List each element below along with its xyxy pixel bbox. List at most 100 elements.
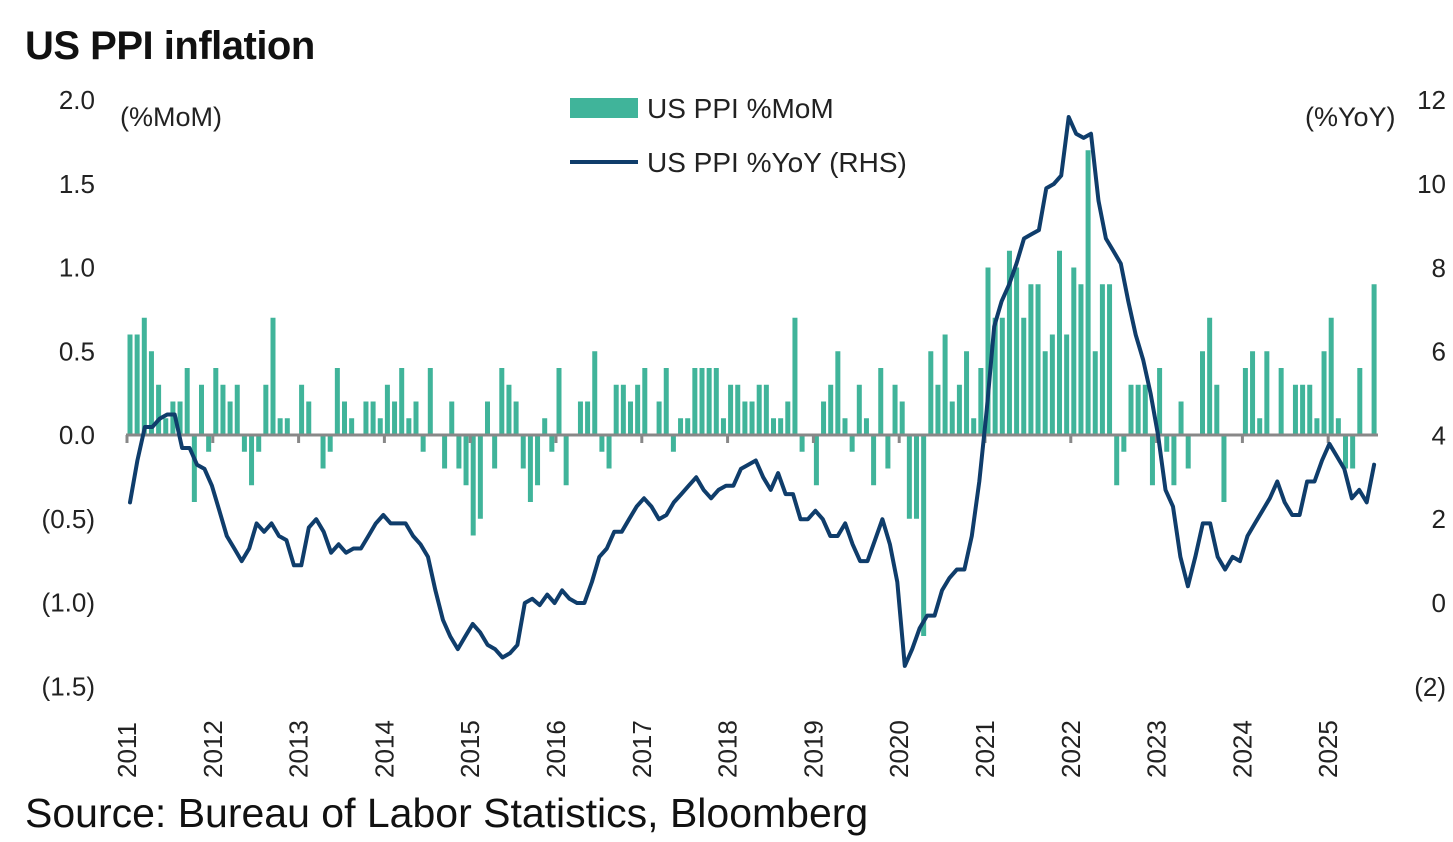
bar-mom	[249, 435, 255, 486]
bar-mom	[606, 435, 612, 469]
bar-mom	[1242, 368, 1248, 435]
bar-mom	[1214, 384, 1220, 435]
bar-mom	[670, 435, 676, 452]
right-tick-label: 4	[1432, 420, 1446, 450]
bar-mom	[906, 435, 912, 519]
x-tick-label: 2017	[627, 720, 657, 778]
bar-mom	[1171, 435, 1177, 486]
bar-mom	[456, 435, 462, 469]
bar-mom	[713, 368, 719, 435]
bar-mom	[384, 384, 390, 435]
bar-mom	[628, 401, 633, 435]
bar-mom	[477, 435, 483, 519]
bar-mom	[756, 384, 762, 435]
bar-mom	[527, 435, 533, 502]
bar-mom	[828, 384, 834, 435]
bar-mom	[799, 435, 805, 452]
bar-mom	[413, 401, 419, 435]
bar-mom	[535, 435, 541, 486]
bar-mom	[778, 418, 784, 435]
right-tick-label: 2	[1432, 504, 1446, 534]
bar-mom	[277, 418, 283, 435]
bar-mom	[914, 435, 919, 519]
bar-mom	[392, 401, 398, 435]
bar-mom	[949, 401, 955, 435]
bar-mom	[1149, 435, 1155, 486]
right-tick-label: 6	[1432, 337, 1446, 367]
bar-mom	[1350, 435, 1356, 469]
bar-mom	[999, 317, 1005, 435]
bar-mom	[506, 384, 512, 435]
x-tick-label: 2021	[970, 720, 1000, 778]
bar-mom	[792, 317, 798, 435]
bar-mom	[706, 368, 712, 435]
bar-mom	[1078, 284, 1084, 435]
bar-mom	[206, 435, 212, 452]
bar-mom	[420, 435, 426, 452]
bar-mom	[1307, 384, 1313, 435]
bar-mom	[1107, 284, 1113, 435]
bar-mom	[556, 368, 562, 435]
bar-mom	[921, 435, 927, 636]
bar-series	[127, 150, 1377, 636]
bar-mom	[370, 401, 376, 435]
bar-mom	[363, 401, 369, 435]
bar-mom	[985, 267, 991, 435]
bar-mom	[971, 418, 977, 435]
x-tick-label: 2016	[541, 720, 571, 778]
bar-mom	[842, 418, 848, 435]
bar-mom	[1064, 334, 1070, 435]
bar-mom	[227, 401, 233, 435]
bar-mom	[1164, 435, 1170, 452]
bar-mom	[863, 418, 869, 435]
bar-mom	[749, 401, 755, 435]
bar-mom	[270, 317, 276, 435]
left-tick-label: 1.0	[59, 253, 95, 283]
bar-mom	[1135, 384, 1141, 435]
bar-mom	[170, 401, 176, 435]
source-note: Source: Bureau of Labor Statistics, Bloo…	[25, 790, 869, 836]
bar-mom	[771, 418, 776, 435]
left-tick-label: (1.0)	[42, 588, 95, 618]
bar-mom	[334, 368, 340, 435]
right-tick-label: 0	[1432, 588, 1446, 618]
bar-mom	[1292, 384, 1298, 435]
bar-mom	[1014, 267, 1020, 435]
bar-mom	[1278, 368, 1284, 435]
bar-mom	[685, 418, 691, 435]
bar-mom	[177, 401, 183, 435]
bar-mom	[1128, 384, 1134, 435]
left-tick-label: 2.0	[59, 85, 95, 115]
bar-mom	[1057, 250, 1062, 435]
bar-mom	[942, 334, 948, 435]
bar-mom	[813, 435, 819, 486]
bar-mom	[1257, 418, 1263, 435]
x-tick-label: 2020	[884, 720, 914, 778]
x-tick-label: 2012	[198, 720, 228, 778]
bar-mom	[406, 418, 412, 435]
bar-mom	[735, 384, 741, 435]
bar-mom	[821, 401, 827, 435]
bar-mom	[1178, 401, 1184, 435]
right-tick-label: (2)	[1414, 672, 1446, 702]
right-tick-label: 10	[1417, 169, 1446, 199]
bar-mom	[1207, 317, 1213, 435]
bar-mom	[885, 435, 891, 469]
bar-mom	[1071, 267, 1077, 435]
bar-mom	[520, 435, 526, 469]
bar-mom	[1185, 435, 1191, 469]
bar-mom	[1092, 351, 1098, 435]
bar-mom	[327, 435, 333, 452]
bar-mom	[306, 401, 312, 435]
bar-mom	[442, 435, 448, 469]
bar-mom	[141, 317, 147, 435]
bar-mom	[156, 384, 162, 435]
bar-mom	[1321, 351, 1327, 435]
bar-mom	[184, 368, 190, 435]
bar-mom	[742, 401, 748, 435]
bar-mom	[499, 368, 505, 435]
bar-mom	[1335, 418, 1341, 435]
bar-mom	[1085, 150, 1091, 435]
bar-mom	[1114, 435, 1120, 486]
